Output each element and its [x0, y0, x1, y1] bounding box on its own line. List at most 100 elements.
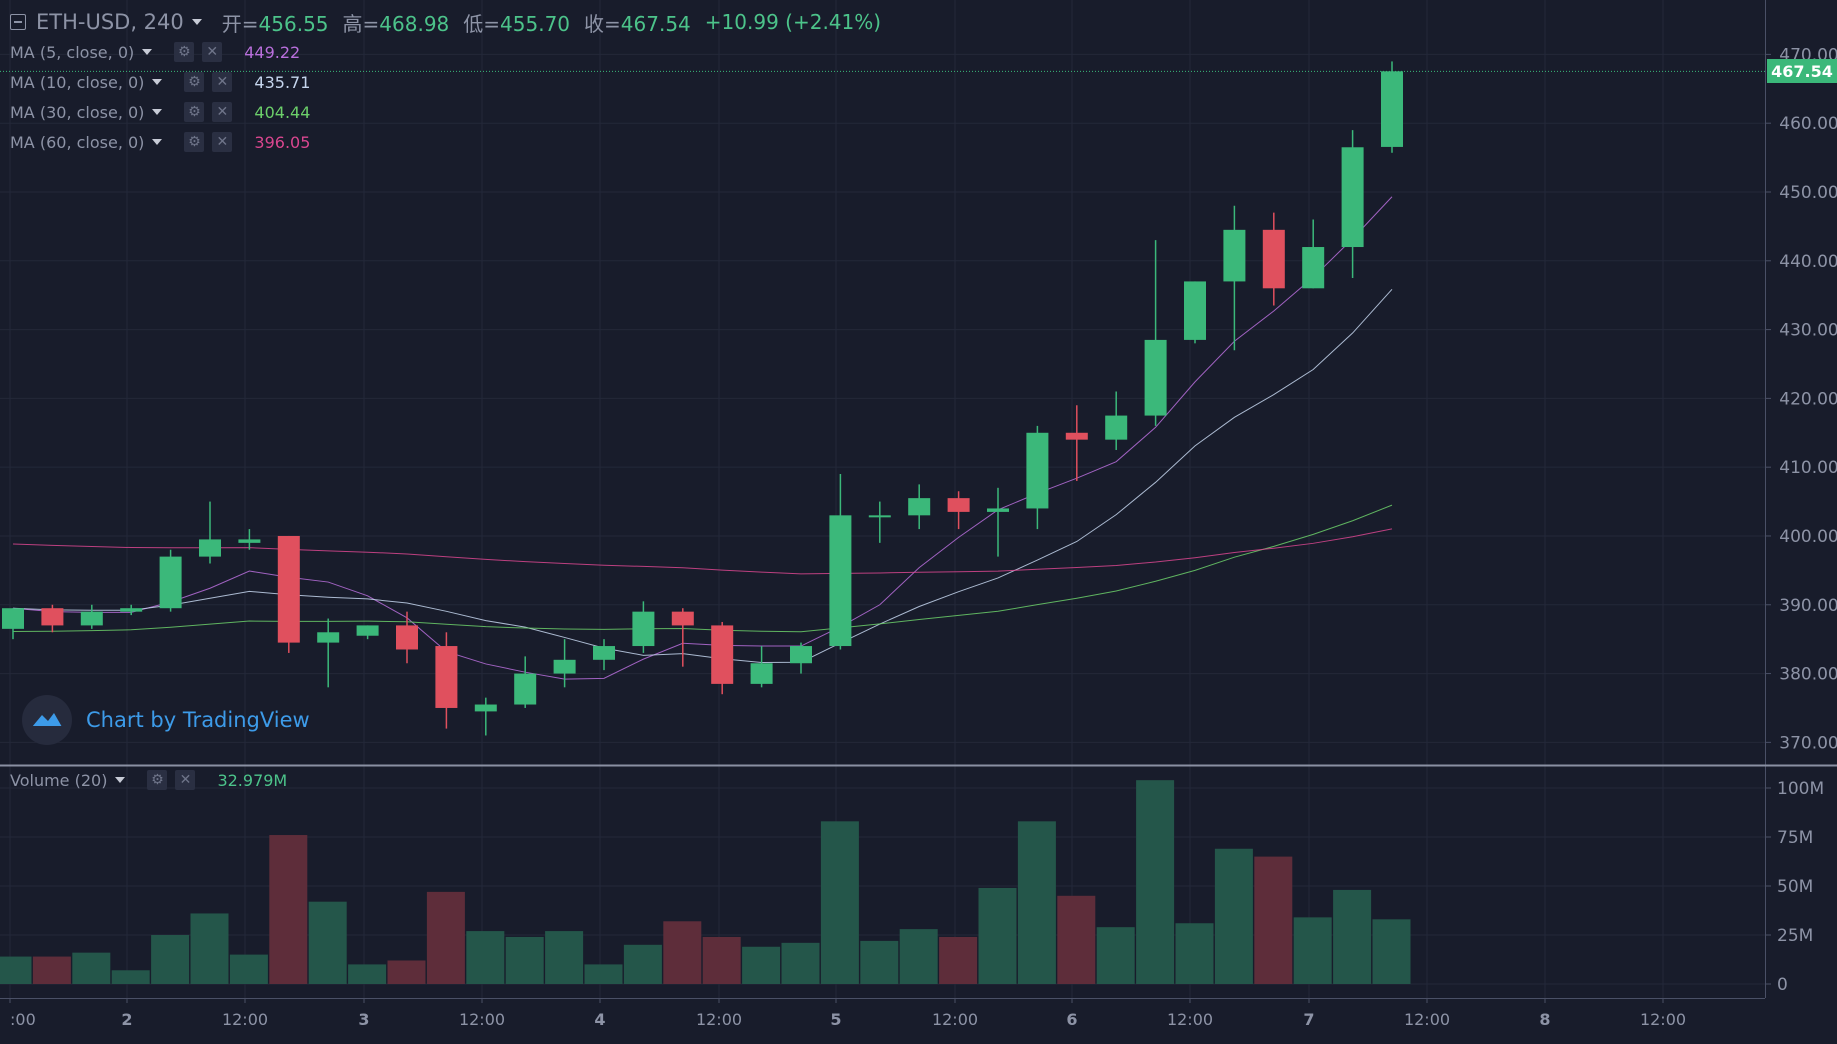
high-label: 高= [342, 11, 380, 36]
time-tick-label: 12:00 [696, 1010, 742, 1029]
close-icon[interactable]: ✕ [212, 72, 233, 92]
volume-tick-label: 50M [1777, 877, 1813, 897]
gear-icon[interactable]: ⚙ [184, 102, 205, 122]
indicator-ma-60[interactable]: MA (60, close, 0) ⚙ ✕ 396.05 [10, 131, 310, 153]
indicator-value: 435.71 [254, 72, 311, 92]
time-tick-label: 3 [358, 1010, 369, 1029]
candle-body [829, 515, 852, 647]
volume-tick-label: 25M [1777, 926, 1813, 946]
candle-body [1223, 229, 1246, 282]
close-icon[interactable]: ✕ [175, 770, 196, 790]
ohlc-readout: 开=456.55 高=468.98 低=455.70 收=467.54 [222, 8, 691, 37]
gear-icon[interactable]: ⚙ [174, 42, 195, 62]
time-tick-label: 8 [1539, 1010, 1550, 1029]
volume-bar [229, 954, 268, 984]
price-tick-label: 410.00 [1779, 458, 1837, 478]
indicator-ma-30[interactable]: MA (30, close, 0) ⚙ ✕ 404.44 [10, 101, 310, 123]
indicator-label: MA (30, close, 0) [10, 102, 145, 122]
volume-bar [466, 931, 505, 984]
volume-bar [820, 821, 859, 984]
candle-body [1105, 415, 1128, 440]
tradingview-logo-icon [22, 695, 72, 745]
watermark-text: Chart by TradingView [86, 708, 310, 732]
low-label: 低= [463, 11, 501, 36]
gear-icon[interactable]: ⚙ [147, 770, 168, 790]
tradingview-watermark[interactable]: Chart by TradingView [22, 695, 310, 745]
volume-bar [72, 952, 111, 984]
candle-body [711, 625, 734, 684]
price-tick-label: 400.00 [1779, 527, 1837, 547]
indicator-label: MA (10, close, 0) [10, 72, 145, 92]
close-value: 467.54 [620, 11, 691, 36]
volume-bar [0, 956, 32, 984]
ma-lines [12, 196, 1393, 680]
chevron-down-icon[interactable] [152, 109, 163, 115]
chevron-down-icon[interactable] [115, 777, 126, 783]
candle-body [159, 556, 182, 609]
candle-body [396, 625, 418, 650]
indicator-value: 404.44 [254, 102, 311, 122]
volume-bar [269, 835, 308, 984]
price-tick-label: 390.00 [1779, 596, 1837, 616]
candle-body [947, 498, 970, 512]
indicator-volume[interactable]: Volume (20) ⚙ ✕ 32.979M [10, 769, 287, 791]
candle-body [41, 608, 64, 626]
chevron-down-icon[interactable] [142, 49, 153, 55]
chevron-down-icon[interactable] [152, 79, 163, 85]
time-tick-label: :00 [10, 1010, 36, 1029]
ma-line [12, 528, 1393, 575]
time-tick-label: 2 [121, 1010, 132, 1029]
volume-bar [978, 887, 1017, 984]
time-tick-label: 7 [1303, 1010, 1314, 1029]
volume-bar [32, 956, 71, 984]
price-tick-label: 370.00 [1779, 733, 1837, 753]
time-tick-label: 12:00 [1167, 1010, 1213, 1029]
volume-bar [1057, 895, 1096, 984]
candle-body [1065, 432, 1088, 440]
indicator-ma-10[interactable]: MA (10, close, 0) ⚙ ✕ 435.71 [10, 71, 310, 93]
volume-bar [308, 901, 347, 984]
close-icon[interactable]: ✕ [212, 132, 233, 152]
open-label: 开= [221, 11, 259, 36]
candle-body [199, 539, 221, 557]
volume-tick-label: 100M [1777, 779, 1824, 799]
ma-line [12, 504, 1393, 633]
candle-body [435, 646, 458, 708]
candle-body [2, 608, 24, 629]
indicator-ma-5[interactable]: MA (5, close, 0) ⚙ ✕ 449.22 [10, 41, 300, 63]
volume-bar [860, 940, 899, 984]
time-tick-label: 12:00 [932, 1010, 978, 1029]
volume-bar [742, 946, 781, 984]
gear-icon[interactable]: ⚙ [184, 132, 205, 152]
symbol-selector[interactable]: ETH-USD, 240 [36, 10, 202, 34]
last-price-label: 467.54 [1767, 59, 1837, 84]
candle-body [908, 498, 931, 516]
collapse-icon[interactable] [10, 14, 26, 30]
candle-body [987, 508, 1009, 512]
candle-body [553, 659, 576, 674]
candle-body [1144, 339, 1167, 416]
volume-bar [151, 935, 190, 984]
indicator-value: 396.05 [254, 132, 311, 152]
gear-icon[interactable]: ⚙ [184, 72, 205, 92]
volume-bar [190, 913, 229, 984]
main-header: ETH-USD, 240 开=456.55 高=468.98 低=455.70 … [10, 8, 881, 36]
time-tick-label: 6 [1066, 1010, 1077, 1029]
chevron-down-icon[interactable] [152, 139, 163, 145]
volume-bars [0, 780, 1411, 984]
candle-body [1302, 247, 1325, 289]
candle-body [80, 611, 103, 626]
candle-body [632, 611, 655, 647]
candle-body [474, 704, 497, 712]
price-tick-label: 450.00 [1779, 183, 1837, 203]
candle-body [277, 535, 300, 643]
close-icon[interactable]: ✕ [202, 42, 223, 62]
candle-body [868, 515, 891, 518]
volume-bar [939, 936, 978, 984]
close-label: 收= [584, 11, 621, 36]
price-tick-label: 420.00 [1779, 389, 1837, 409]
volume-bar [623, 944, 662, 984]
close-icon[interactable]: ✕ [212, 102, 233, 122]
price-axis: 370.00 380.00 390.00 400.00 410.00 420.00 430.… [1765, 45, 1837, 753]
